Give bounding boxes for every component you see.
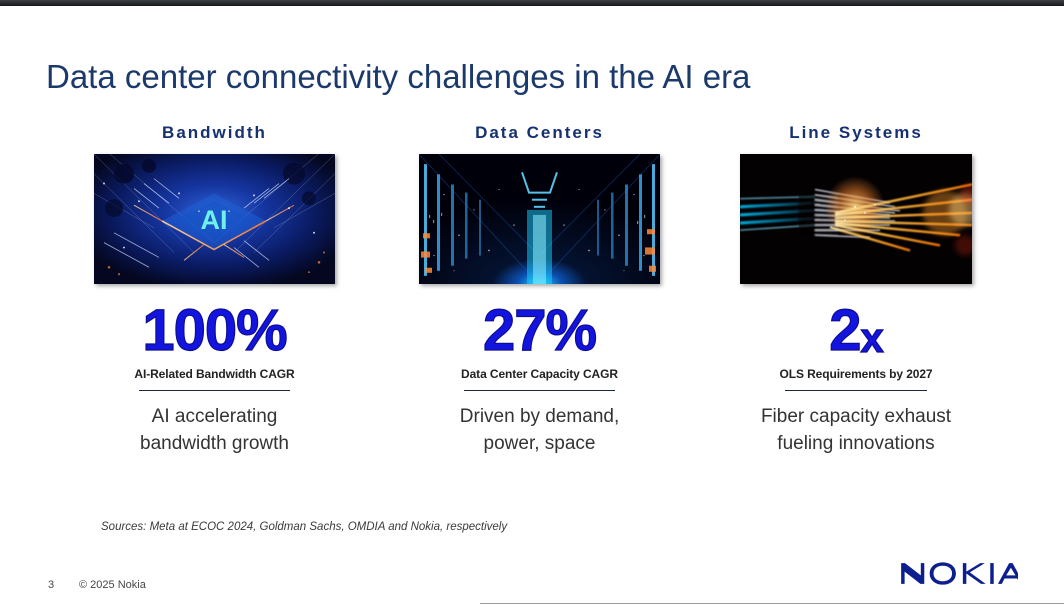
svg-text:AI: AI	[201, 205, 228, 235]
